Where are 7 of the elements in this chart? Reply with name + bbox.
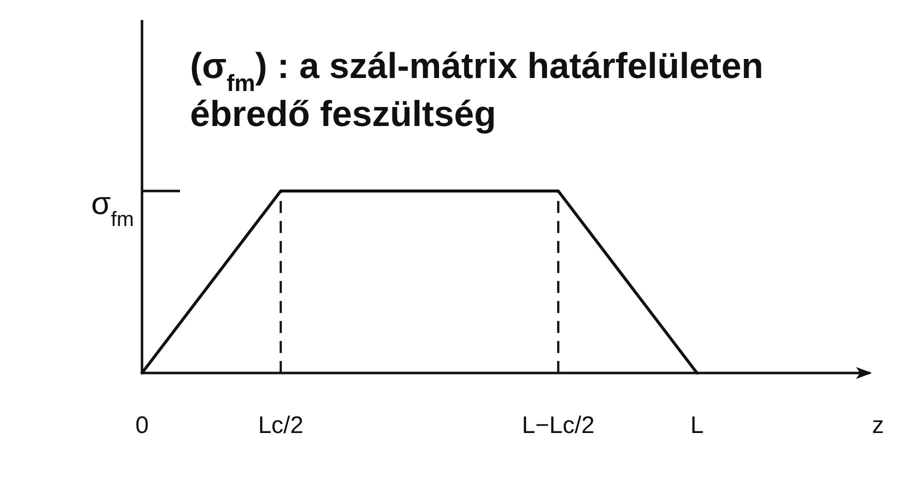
x-tick-label: 0 [135,412,149,440]
x-axis-title: z [872,412,884,440]
x-tick-label: Lc/2 [258,412,304,440]
text: σ$_{fm}$ [91,185,134,231]
x-tick-label: L [690,412,704,440]
x-tick-label: L−Lc/2 [522,412,595,440]
chart-title: (σ$_{fm}$) : a szál-mátrix határfelületen ébredő feszültség [190,45,764,134]
